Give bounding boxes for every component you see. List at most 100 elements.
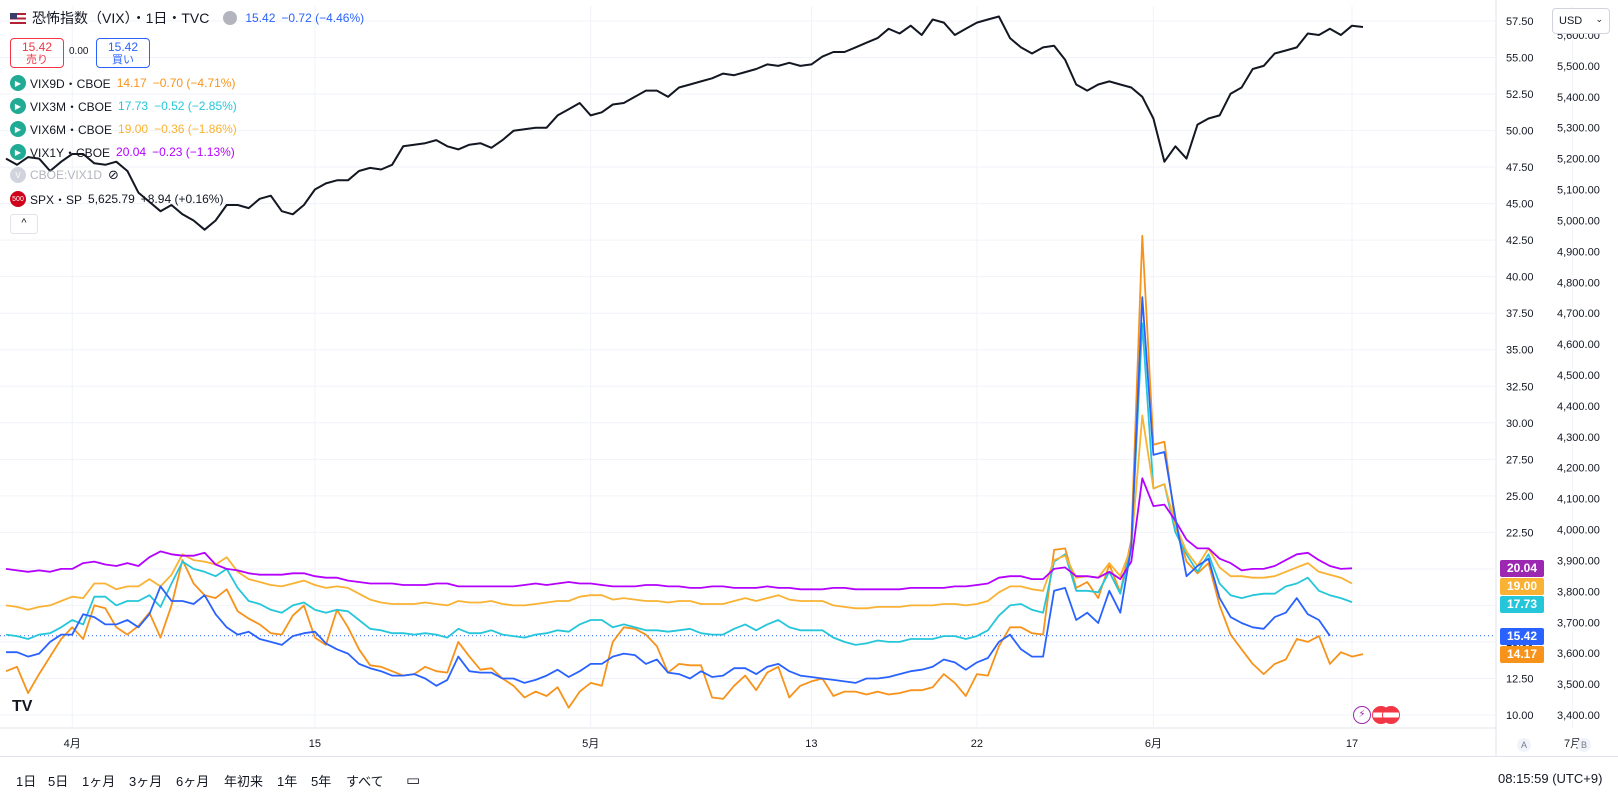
play-icon: ▶ bbox=[10, 121, 26, 137]
left-y-tick-label: 40.00 bbox=[1506, 272, 1534, 284]
buy-price: 15.42 bbox=[107, 40, 139, 54]
sell-label: 売り bbox=[26, 54, 48, 66]
chart-grid bbox=[0, 0, 1574, 756]
timeframe-6m[interactable]: 6ヶ月 bbox=[176, 774, 210, 789]
right-y-tick-label: 5,100.00 bbox=[1557, 185, 1600, 197]
spx-500-icon: 500 bbox=[10, 191, 26, 207]
sell-button[interactable]: 15.42 売り bbox=[10, 38, 64, 68]
x-tick-label: 22 bbox=[971, 738, 983, 750]
left-y-tick-label: 30.00 bbox=[1506, 418, 1534, 430]
legend-change: +8.94 (+0.16%) bbox=[140, 192, 224, 206]
main-change: −0.72 (−4.46%) bbox=[281, 11, 365, 25]
legend-spx[interactable]: 500 SPX・SP 5,625.79 +8.94 (+0.16%) bbox=[10, 189, 223, 209]
x-tick-label: 6月 bbox=[1145, 738, 1162, 750]
main-symbol-row[interactable]: 恐怖指数（VIX）・1日・TVC 15.42 −0.72 (−4.46%) bbox=[10, 8, 364, 28]
lightning-event-icon[interactable]: ⚡ bbox=[1353, 706, 1371, 724]
date-range-icon[interactable]: ▭ bbox=[406, 772, 421, 789]
right-y-tick-label: 4,000.00 bbox=[1557, 525, 1600, 537]
left-y-tick-label: 25.00 bbox=[1506, 491, 1534, 503]
legend-value: 17.73 bbox=[118, 99, 149, 113]
right-y-tick-label: 4,500.00 bbox=[1557, 370, 1600, 382]
left-y-tick-label: 45.00 bbox=[1506, 199, 1534, 211]
x-tick-label: 4月 bbox=[64, 738, 81, 750]
sell-price: 15.42 bbox=[21, 40, 53, 54]
timeframe-3m[interactable]: 3ヶ月 bbox=[129, 774, 163, 789]
x-axis-labels: 4月155月13226月177月158月12219月 bbox=[64, 738, 1582, 750]
series-line-vix3m-cboe bbox=[5, 322, 1353, 646]
left-y-tick-label: 55.00 bbox=[1506, 53, 1534, 65]
price-chart[interactable]: 4月155月13226月177月158月12219月 10.0012.5015.… bbox=[0, 0, 1618, 756]
right-y-axis-labels: 3,400.00 3,500.00 3,600.00 3,700.00 3,800.00… bbox=[1557, 30, 1600, 722]
right-y-tick-label: 3,700.00 bbox=[1557, 617, 1600, 629]
legend-collapse-button[interactable]: ^ bbox=[10, 214, 38, 234]
series-line-vix9d-cboe bbox=[5, 234, 1364, 709]
right-y-tick-label: 5,400.00 bbox=[1557, 92, 1600, 104]
axis-mode-b-button[interactable]: B bbox=[1577, 738, 1591, 752]
right-y-tick-label: 3,600.00 bbox=[1557, 648, 1600, 660]
timeframe-1d[interactable]: 1日 bbox=[16, 774, 37, 789]
right-y-tick-label: 3,800.00 bbox=[1557, 586, 1600, 598]
play-icon: ▶ bbox=[10, 144, 26, 160]
bottom-toolbar: 1日 5日 1ヶ月 3ヶ月 6ヶ月 年初来 1年 5年 すべて ▭ 08:15:… bbox=[0, 756, 1618, 802]
left-y-tick-label: 37.50 bbox=[1506, 308, 1534, 320]
axis-mode-a-button[interactable]: A bbox=[1517, 738, 1531, 752]
tradingview-logo: TV bbox=[12, 698, 33, 715]
legend-value: 14.17 bbox=[116, 76, 147, 90]
legend-value: 20.04 bbox=[116, 145, 147, 159]
last-value-badge: 14.17 bbox=[1500, 646, 1544, 664]
currency-select[interactable]: USD ⌄ bbox=[1552, 8, 1610, 34]
right-y-tick-label: 4,600.00 bbox=[1557, 339, 1600, 351]
left-y-tick-label: 50.00 bbox=[1506, 126, 1534, 138]
chart-title: 恐怖指数（VIX）・1日・TVC bbox=[32, 10, 210, 26]
legend-vix1d[interactable]: V CBOE:VIX1D ⊘ bbox=[10, 165, 119, 185]
left-y-tick-label: 10.00 bbox=[1506, 710, 1534, 722]
main-price: 15.42 bbox=[245, 11, 276, 25]
timeframe-1y[interactable]: 1年 bbox=[277, 774, 298, 789]
right-y-tick-label: 4,200.00 bbox=[1557, 463, 1600, 475]
right-y-tick-label: 5,000.00 bbox=[1557, 215, 1600, 227]
play-icon: ▶ bbox=[10, 98, 26, 114]
last-value-badge: 15.42 bbox=[1500, 627, 1544, 645]
legend-change: −0.70 (−4.71%) bbox=[152, 76, 236, 90]
timeframe-5y[interactable]: 5年 bbox=[311, 774, 332, 789]
buy-label: 買い bbox=[112, 54, 134, 66]
legend-value: 5,625.79 bbox=[88, 192, 135, 206]
legend-vix1y[interactable]: ▶ VIX1Y・CBOE 20.04 −0.23 (−1.13%) bbox=[10, 142, 235, 162]
x-tick-label: 13 bbox=[805, 738, 817, 750]
vix1d-icon: V bbox=[10, 167, 26, 183]
legend-vix9d[interactable]: ▶ VIX9D・CBOE 14.17 −0.70 (−4.71%) bbox=[10, 73, 235, 93]
left-y-tick-label: 42.50 bbox=[1506, 235, 1534, 247]
us-event-icon-2[interactable] bbox=[1382, 706, 1400, 724]
legend-change: −0.52 (−2.85%) bbox=[154, 99, 237, 113]
right-y-tick-label: 4,900.00 bbox=[1557, 246, 1600, 258]
legend-symbol: VIX1Y・CBOE bbox=[30, 145, 111, 160]
clock-time: 08:15:59 (UTC+9) bbox=[1498, 771, 1603, 786]
buy-button[interactable]: 15.42 買い bbox=[96, 38, 150, 68]
timeframe-1m[interactable]: 1ヶ月 bbox=[82, 774, 116, 789]
series-line-spx-sp bbox=[5, 15, 1364, 231]
right-y-tick-label: 4,800.00 bbox=[1557, 277, 1600, 289]
left-y-tick-label: 57.50 bbox=[1506, 16, 1534, 28]
right-y-tick-label: 4,400.00 bbox=[1557, 401, 1600, 413]
legend-symbol: CBOE:VIX1D bbox=[30, 168, 103, 182]
collapse-dot-icon[interactable] bbox=[223, 11, 238, 25]
series-line-vix-tvc bbox=[6, 296, 1331, 687]
last-value-badge: 19.00 bbox=[1500, 578, 1544, 596]
right-y-tick-label: 3,400.00 bbox=[1557, 710, 1600, 722]
legend-vix6m[interactable]: ▶ VIX6M・CBOE 19.00 −0.36 (−1.86%) bbox=[10, 119, 237, 139]
right-y-tick-label: 4,700.00 bbox=[1557, 308, 1600, 320]
legend-value: 19.00 bbox=[118, 122, 149, 136]
legend-vix3m[interactable]: ▶ VIX3M・CBOE 17.73 −0.52 (−2.85%) bbox=[10, 96, 237, 116]
hidden-eye-icon[interactable]: ⊘ bbox=[108, 167, 119, 182]
timeframe-5d[interactable]: 5日 bbox=[48, 774, 69, 789]
right-y-tick-label: 4,300.00 bbox=[1557, 432, 1600, 444]
legend-change: −0.36 (−1.86%) bbox=[154, 122, 237, 136]
x-tick-label: 5月 bbox=[582, 738, 599, 750]
timeframe-ytd[interactable]: 年初来 bbox=[224, 774, 264, 789]
legend-symbol: SPX・SP bbox=[30, 192, 83, 207]
timeframe-all[interactable]: すべて bbox=[346, 774, 384, 789]
legend-symbol: VIX6M・CBOE bbox=[30, 122, 113, 137]
left-y-tick-label: 32.50 bbox=[1506, 381, 1534, 393]
last-value-badge: 17.73 bbox=[1500, 596, 1544, 614]
left-y-tick-label: 47.50 bbox=[1506, 162, 1534, 174]
